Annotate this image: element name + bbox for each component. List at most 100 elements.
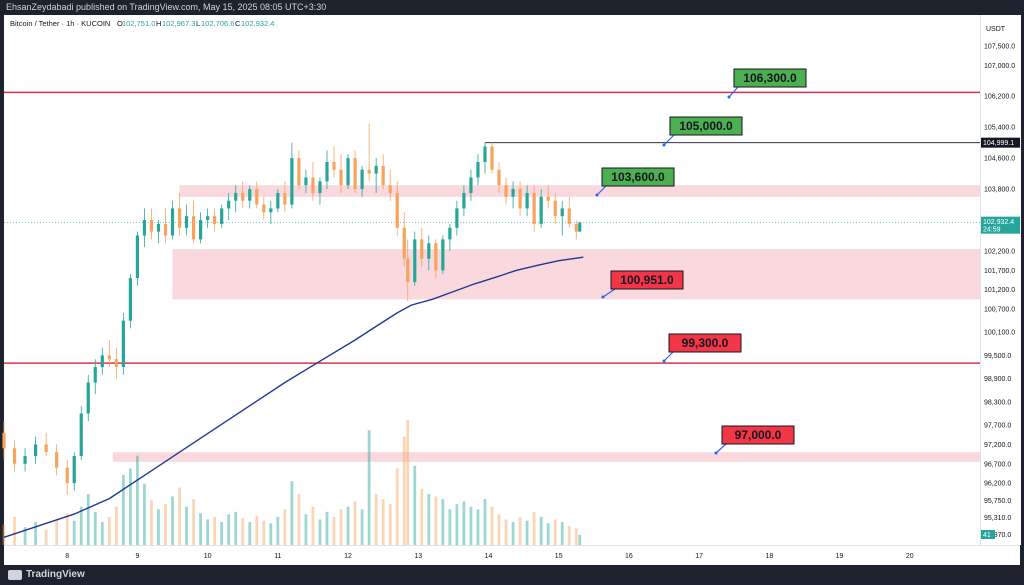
callout-box-4	[668, 333, 742, 353]
x-tick-12: 20	[906, 553, 914, 560]
volume-bar-76	[553, 519, 557, 545]
callout-pointer-5	[715, 443, 727, 454]
tradingview-logo[interactable]: TradingView	[8, 569, 85, 580]
volume-bar-80	[578, 534, 582, 545]
x-tick-3: 11	[274, 553, 281, 560]
volume-bar-40	[304, 514, 308, 545]
callout-label-0: 106,300.0	[743, 71, 797, 85]
candle-body-47	[353, 158, 357, 190]
volume-bar-16	[136, 455, 139, 545]
volume-bar-44	[332, 516, 336, 545]
ohlc-legend: Bitcoin / Tether · 1h · KUCOIN O 102,751…	[10, 19, 274, 28]
legend-open-label: O	[117, 19, 123, 28]
candle-body-29	[227, 200, 231, 209]
callout-box-3	[610, 270, 684, 290]
candle-body-76	[553, 200, 557, 217]
zone-2	[112, 452, 980, 462]
legend-high: 102,967.3	[162, 19, 195, 28]
callout-label-5: 97,000.0	[735, 428, 782, 442]
volume-bar-51	[381, 499, 385, 545]
candle-body-12	[107, 355, 111, 360]
candle-body-43	[325, 162, 329, 182]
candle-body-51	[381, 165, 385, 186]
volume-bar-26	[206, 519, 210, 545]
candle-body-37	[283, 192, 287, 205]
zone-0	[179, 185, 981, 197]
volume-bar-29	[227, 514, 231, 545]
candle-body-24	[191, 216, 196, 240]
candle-body-38	[290, 158, 294, 205]
volume-bar-43	[325, 511, 329, 545]
y-tick-8: 101,200.0	[984, 287, 1015, 294]
time-axis[interactable]	[4, 545, 1020, 566]
callout-label-4: 99,300.0	[682, 336, 729, 350]
candle-body-57	[420, 239, 424, 259]
y-tick-2: 106,200.0	[984, 94, 1015, 101]
volume-bar-22	[178, 487, 181, 545]
x-tick-7: 15	[555, 553, 563, 560]
countdown: 24:59	[983, 227, 1001, 234]
axis-unit: USDT	[986, 26, 1006, 33]
current-price-badge	[981, 216, 1020, 234]
price-axis-labels: USDT 107,500.0 107,000.0 106,200.0 105,400.0…	[981, 26, 1020, 539]
volume-bar-15	[128, 468, 132, 545]
callouts-layer: 106,300.0 105,000.0 103,600.0 100,951.0 99,3…	[595, 68, 807, 455]
candle-body-17	[142, 220, 147, 236]
volume-bar-11	[100, 522, 104, 545]
y-tick-1: 107,000.0	[984, 63, 1015, 70]
volume-bar-75	[546, 523, 550, 545]
y-tick-14: 97,700.0	[984, 423, 1011, 430]
y-tick-4: 104,600.0	[984, 156, 1015, 163]
candle-body-33	[255, 189, 259, 205]
volume-bar-28	[220, 522, 224, 545]
x-tick-6: 14	[485, 553, 493, 560]
volume-bar-1	[13, 516, 16, 545]
volume-bar-49	[367, 430, 371, 545]
candle-body-3	[33, 444, 38, 457]
volume-bar-18	[150, 500, 153, 545]
volume-bar-45	[339, 509, 343, 545]
volume-bar-60	[441, 499, 445, 545]
candle-body-61	[448, 227, 452, 240]
legend-open: 102,751.0	[122, 19, 155, 28]
candle-body-71	[518, 189, 522, 209]
volume-bar-58	[427, 493, 431, 545]
volume-bar-56	[413, 465, 417, 545]
tradingview-logo-icon	[8, 569, 22, 580]
y-tick-9: 100,700.0	[984, 307, 1015, 314]
volume-bar-24	[192, 499, 195, 545]
volume-bar-25	[199, 513, 203, 545]
price-axis[interactable]	[980, 15, 1021, 545]
x-tick-8: 16	[625, 553, 633, 560]
volume-bar-35	[269, 523, 273, 545]
footer-bar	[0, 565, 1024, 585]
volume-bar-79	[574, 528, 578, 545]
callout-anchor-2	[595, 193, 599, 197]
x-tick-2: 10	[204, 553, 212, 560]
candles-layer	[2, 123, 582, 495]
volume-bar-31	[241, 518, 245, 545]
callout-label-3: 100,951.0	[620, 273, 674, 287]
volume-bar-9	[86, 493, 90, 545]
callout-anchor-5	[714, 451, 718, 455]
volume-bar-62	[455, 504, 459, 545]
candle-body-0	[2, 432, 6, 449]
y-tick-16: 96,700.0	[984, 461, 1011, 468]
volume-bar-37	[283, 509, 287, 545]
candle-body-72	[525, 192, 529, 209]
volume-bar-71	[518, 516, 522, 545]
y-tick-0: 107,500.0	[984, 43, 1015, 50]
candle-body-53	[395, 192, 399, 228]
x-tick-5: 13	[414, 553, 422, 560]
candle-body-77	[560, 208, 564, 217]
volume-layer	[2, 420, 582, 545]
candle-body-7	[72, 456, 76, 484]
y-tick-20: 94,870.0	[984, 532, 1011, 539]
volume-bar-54	[402, 436, 406, 545]
candle-body-46	[346, 158, 350, 186]
volume-bar-41	[311, 506, 315, 545]
volume-bar-46	[346, 506, 350, 545]
callout-pointer-3	[602, 288, 616, 298]
volume-bar-23	[185, 506, 188, 545]
